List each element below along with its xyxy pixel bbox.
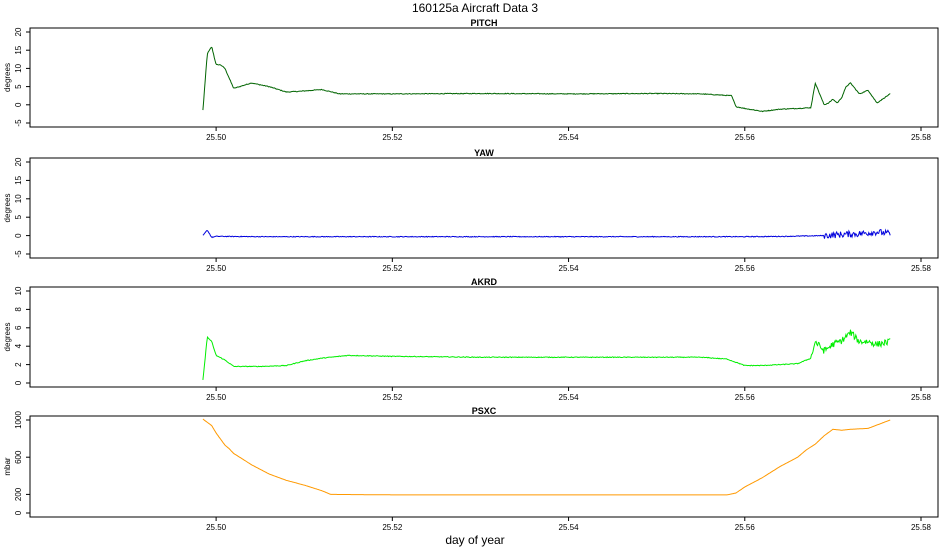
x-tick-label: 25.54 bbox=[559, 264, 580, 273]
y-tick-label: 10 bbox=[14, 63, 23, 72]
y-tick-label: 5 bbox=[14, 214, 23, 219]
x-tick-label: 25.58 bbox=[911, 264, 932, 273]
x-tick-label: 25.54 bbox=[559, 393, 580, 402]
x-tick-label: 25.54 bbox=[559, 133, 580, 142]
x-tick-label: 25.50 bbox=[206, 264, 227, 273]
y-tick-label: 20 bbox=[14, 27, 23, 36]
y-tick-label: 20 bbox=[14, 157, 23, 166]
figure-title: 160125a Aircraft Data 3 bbox=[412, 1, 538, 15]
panel-title: PSXC bbox=[472, 406, 497, 416]
series-line-psxc bbox=[202, 418, 891, 496]
panel-title: PITCH bbox=[471, 18, 498, 28]
y-tick-label: 1000 bbox=[14, 411, 23, 429]
y-tick-label: 10 bbox=[14, 194, 23, 203]
x-axis-label: day of year bbox=[445, 533, 504, 547]
panel-title: AKRD bbox=[471, 277, 497, 287]
y-tick-label: 8 bbox=[14, 307, 23, 312]
x-tick-label: 25.52 bbox=[382, 393, 403, 402]
y-tick-label: 0 bbox=[14, 380, 23, 385]
y-axis-label: degrees bbox=[3, 194, 12, 223]
y-tick-label: 0 bbox=[14, 510, 23, 515]
y-tick-label: 0 bbox=[14, 102, 23, 107]
panel-pitch: PITCH degrees -5 0 5 10 15 20 25.50 25.52 25.54 25.… bbox=[3, 18, 939, 142]
y-tick-label: 4 bbox=[14, 343, 23, 348]
plot-frame bbox=[29, 286, 939, 388]
x-tick-label: 25.54 bbox=[559, 523, 580, 532]
x-tick-label: 25.50 bbox=[206, 393, 227, 402]
y-axis-label: degrees bbox=[3, 323, 12, 352]
x-tick-label: 25.50 bbox=[206, 133, 227, 142]
plot-frame bbox=[29, 415, 939, 518]
series-line-yaw bbox=[202, 228, 891, 239]
x-tick-label: 25.56 bbox=[735, 133, 756, 142]
x-tick-label: 25.52 bbox=[382, 133, 403, 142]
panel-akrd: AKRD degrees 0 2 4 6 8 10 25.50 25.52 25.54 25.56 25… bbox=[3, 277, 939, 402]
x-tick-label: 25.58 bbox=[911, 133, 932, 142]
y-tick-label: 0 bbox=[14, 233, 23, 238]
y-tick-label: 600 bbox=[14, 450, 23, 464]
panel-title: YAW bbox=[474, 148, 494, 158]
y-tick-label: 200 bbox=[14, 487, 23, 501]
plot-frame bbox=[29, 27, 939, 128]
y-tick-label: 2 bbox=[14, 362, 23, 367]
x-tick-label: 25.50 bbox=[206, 523, 227, 532]
y-tick-label: -5 bbox=[14, 250, 23, 258]
y-axis-label: degrees bbox=[3, 63, 12, 92]
y-tick-label: 15 bbox=[14, 175, 23, 184]
series-line-akrd bbox=[202, 329, 891, 380]
x-tick-label: 25.52 bbox=[382, 523, 403, 532]
panel-psxc: PSXC mbar 0 200 600 1000 25.50 25.52 25.54 25.56 2… bbox=[3, 406, 939, 532]
plot-frame bbox=[29, 157, 939, 259]
y-tick-label: 6 bbox=[14, 325, 23, 330]
y-axis-label: mbar bbox=[3, 457, 12, 476]
y-tick-label: 10 bbox=[14, 286, 23, 295]
panel-yaw: YAW degrees -5 0 5 10 15 20 25.50 25.52 25.54 25.56… bbox=[3, 148, 939, 273]
x-tick-label: 25.56 bbox=[735, 393, 756, 402]
y-tick-label: -5 bbox=[14, 119, 23, 127]
x-tick-label: 25.56 bbox=[735, 523, 756, 532]
x-tick-label: 25.52 bbox=[382, 264, 403, 273]
x-tick-label: 25.56 bbox=[735, 264, 756, 273]
x-tick-label: 25.58 bbox=[911, 523, 932, 532]
y-tick-label: 15 bbox=[14, 45, 23, 54]
series-line-pitch bbox=[202, 46, 891, 113]
x-tick-label: 25.58 bbox=[911, 393, 932, 402]
y-tick-label: 5 bbox=[14, 84, 23, 89]
